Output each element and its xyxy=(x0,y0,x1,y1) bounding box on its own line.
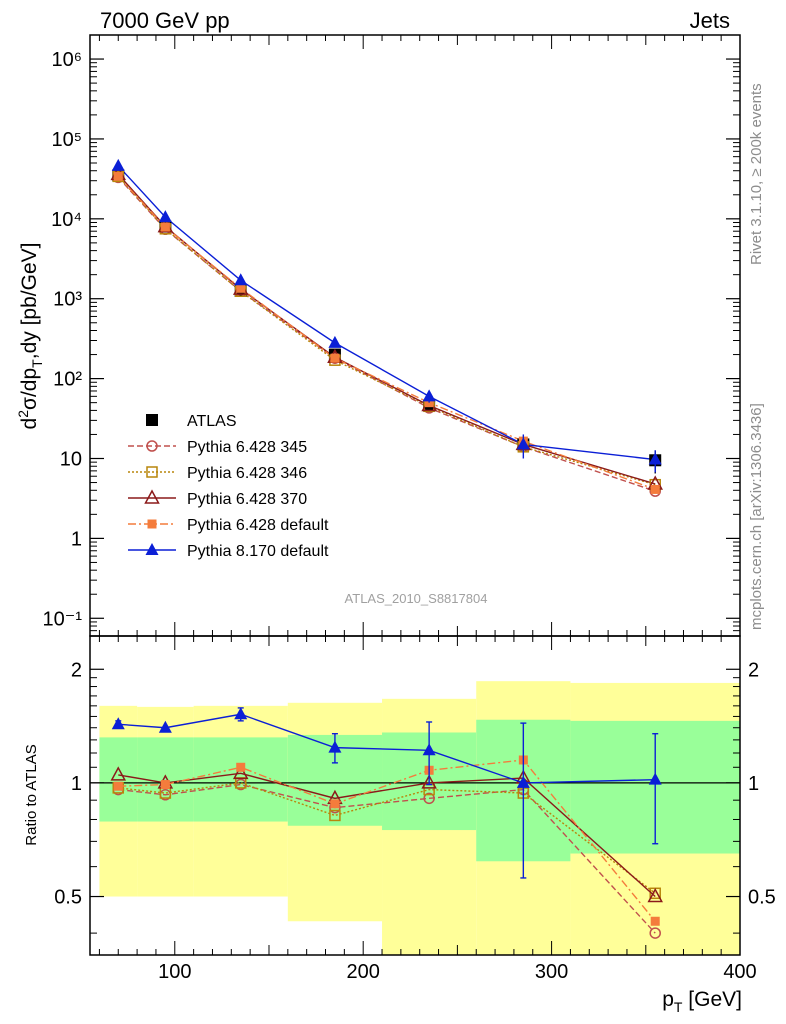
xtick-label: 100 xyxy=(158,961,191,983)
main-point-pythia-6-428-default xyxy=(236,283,246,293)
ratio-point-pythia-6-428-370 xyxy=(421,774,437,789)
header-right: Jets xyxy=(690,8,730,33)
xtick-label: 400 xyxy=(723,961,756,983)
main-point-pythia-8-170-default xyxy=(516,437,530,450)
legend-label-pythia-8-170-default: Pythia 8.170 default xyxy=(187,543,329,560)
main-ytick-label: 10² xyxy=(53,369,82,391)
legend-label-pythia-6-428-345: Pythia 6.428 345 xyxy=(187,439,307,456)
main-point-pythia-6-428-default xyxy=(113,171,123,181)
axis-ticks: 10⁻¹ 1 10 10² 10³ 10⁴ 10⁵ 10⁶ 100 200 300 400 0.5 0.5… xyxy=(43,34,776,983)
main-ytick-label: 10⁻¹ xyxy=(43,608,83,630)
ratio-point-pythia-8-170-default xyxy=(234,707,248,720)
legend: ATLAS Pythia 6.428 345 Pythia 6.428 346 Pyt… xyxy=(128,413,329,560)
ratio-ytick-label-right: 1 xyxy=(748,773,759,795)
legend-label-pythia-6-428-346: Pythia 6.428 346 xyxy=(187,465,307,482)
main-point-pythia-8-170-default xyxy=(158,210,172,223)
main-ytick-label: 10⁴ xyxy=(51,209,82,231)
legend-marker-pythia-6-428-370 xyxy=(144,489,160,504)
ratio-point-pythia-6-428-default xyxy=(160,780,170,790)
main-ytick-label: 1 xyxy=(71,528,82,550)
ratio-ytick-label: 0.5 xyxy=(54,887,82,909)
main-point-pythia-8-170-default xyxy=(328,335,342,348)
ratio-point-pythia-8-170-default xyxy=(158,720,172,733)
main-ytick-label: 10⁵ xyxy=(51,129,82,151)
ratio-frame xyxy=(89,635,741,956)
ratio-ytick-label: 2 xyxy=(71,659,82,681)
main-point-pythia-6-428-default xyxy=(650,484,660,494)
main-point-pythia-8-170-default xyxy=(422,389,436,402)
analysis-watermark: ATLAS_2010_S8817804 xyxy=(345,591,488,606)
xtick-label: 300 xyxy=(535,961,568,983)
main-point-pythia-8-170-default xyxy=(111,158,125,171)
ratio-ytick-label: 1 xyxy=(71,773,82,795)
legend-marker-pythia-6-428-346 xyxy=(146,466,158,478)
legend-label-pythia-6-428-370: Pythia 6.428 370 xyxy=(187,491,307,508)
main-point-pythia-8-170-default xyxy=(648,452,662,465)
legend-marker-atlas xyxy=(146,414,158,426)
x-axis-label: pT [GeV] xyxy=(662,988,742,1015)
ratio-point-pythia-6-428-345 xyxy=(649,927,661,939)
main-point-pythia-6-428-default xyxy=(330,353,340,363)
ratio-point-pythia-8-170-default xyxy=(328,740,342,753)
main-point-pythia-8-170-default xyxy=(234,273,248,286)
xtick-label: 200 xyxy=(347,961,380,983)
ratio-point-pythia-6-428-default xyxy=(650,916,660,926)
ratio-point-pythia-6-428-345 xyxy=(423,792,435,805)
ratio-point-pythia-8-170-default xyxy=(648,772,662,785)
main-ytick-label: 10⁶ xyxy=(52,49,82,71)
ratio-point-pythia-8-170-default xyxy=(516,775,530,788)
main-point-pythia-6-428-default xyxy=(160,222,170,232)
ratio-point-pythia-6-428-370 xyxy=(110,766,127,781)
main-series xyxy=(110,158,663,497)
ratio-point-pythia-8-170-default xyxy=(111,717,125,730)
ratio-point-pythia-6-428-default xyxy=(113,781,123,791)
legend-label-atlas: ATLAS xyxy=(187,413,237,430)
main-ytick-label: 10³ xyxy=(53,289,82,311)
ratio-point-pythia-6-428-default xyxy=(330,799,340,809)
plot-frames xyxy=(89,34,741,956)
ratio-point-pythia-8-170-default xyxy=(422,743,436,756)
main-y-axis-label: d2σ/dpT,dy [pb/GeV] xyxy=(15,243,45,430)
ratio-point-pythia-6-428-default xyxy=(236,762,246,772)
side-note-rivet: Rivet 3.1.10, ≥ 200k events xyxy=(748,83,765,265)
ratio-series xyxy=(90,707,740,939)
main-ytick-label: 10 xyxy=(60,448,82,470)
ratio-point-pythia-6-428-346 xyxy=(329,809,341,822)
legend-label-pythia-6-428-default: Pythia 6.428 default xyxy=(187,517,329,534)
ratio-point-pythia-6-428-370 xyxy=(647,887,663,903)
main-line-pythia-6-428-370 xyxy=(117,173,656,485)
legend-marker-pythia-6-428-default xyxy=(147,519,157,529)
ratio-ytick-label-right: 0.5 xyxy=(748,887,776,909)
legend-marker-pythia-6-428-345 xyxy=(146,440,158,452)
side-note-source: mcplots.cern.ch [arXiv:1306.3436] xyxy=(748,403,765,630)
legend-marker-pythia-8-170-default xyxy=(145,543,159,555)
ratio-y-axis-label: Ratio to ATLAS xyxy=(23,744,40,845)
ratio-ytick-label-right: 2 xyxy=(748,659,759,681)
ratio-point-pythia-6-428-370 xyxy=(232,764,249,780)
header-left: 7000 GeV pp xyxy=(100,8,230,33)
